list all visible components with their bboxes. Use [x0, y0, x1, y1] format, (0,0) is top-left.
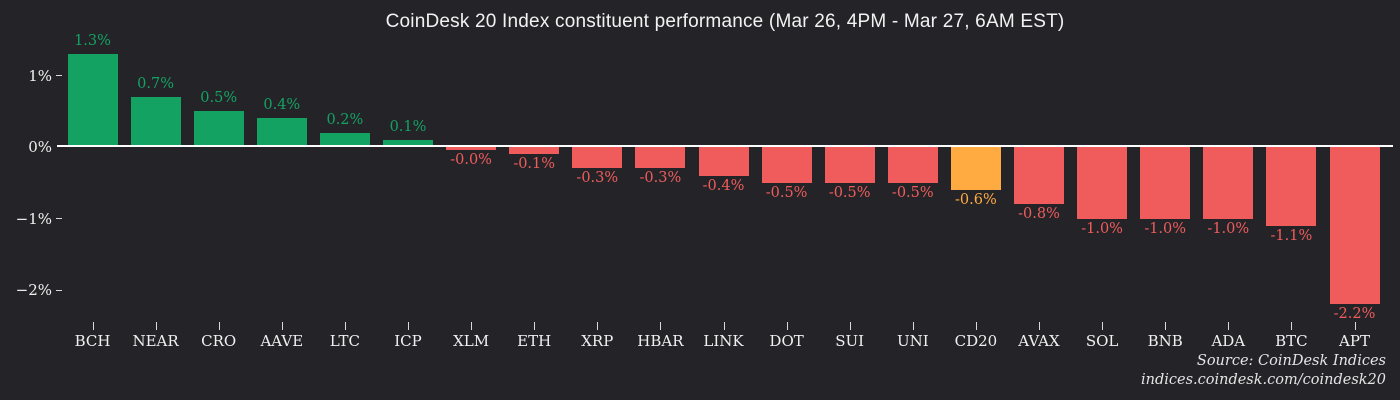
x-axis-label-avax: AVAX [1018, 332, 1060, 350]
bar-value-label-icp: 0.1% [389, 118, 427, 135]
x-axis-tick-mark [1228, 322, 1230, 330]
bar-avax [1014, 147, 1064, 205]
x-axis-tick-mark [534, 322, 536, 330]
bar-value-label-cd20: -0.6% [955, 191, 997, 208]
y-axis-tick-label: −1% [15, 209, 52, 228]
bar-value-label-xrp: -0.3% [576, 170, 619, 187]
x-axis-tick-mark [218, 322, 220, 330]
source-line: Source: CoinDesk Indices [1196, 353, 1386, 369]
bar-value-label-aave: 0.4% [263, 97, 301, 114]
x-axis-label-btc: BTC [1275, 332, 1308, 350]
x-axis-label-dot: DOT [769, 332, 804, 350]
x-axis-tick-mark [92, 322, 94, 330]
x-axis-tick-mark [155, 322, 157, 330]
bar-value-label-sui: -0.5% [828, 184, 871, 201]
y-axis-tick-mark [56, 289, 62, 291]
bar-value-label-bch: 1.3% [74, 33, 111, 50]
x-axis-tick-mark [471, 322, 473, 330]
x-axis-label-eth: ETH [517, 332, 552, 350]
x-axis-label-sol: SOL [1085, 332, 1119, 350]
bar-btc [1266, 147, 1317, 226]
bar-value-label-ada: -1.0% [1207, 220, 1250, 237]
bar-sol [1077, 147, 1128, 219]
bar-sui [824, 147, 875, 183]
source-attribution: Source: CoinDesk Indices indices.coindes… [1141, 352, 1386, 390]
x-axis-tick-mark [597, 322, 599, 330]
y-axis-tick-mark [56, 75, 62, 76]
bar-value-label-ltc: 0.2% [326, 111, 364, 128]
x-axis-tick-mark [723, 322, 725, 330]
bar-near [130, 96, 181, 147]
bar-ada [1203, 147, 1254, 219]
bar-apt [1329, 147, 1380, 305]
x-axis-label-xlm: XLM [453, 332, 490, 350]
bar-value-label-avax: -0.8% [1018, 206, 1060, 223]
bar-ltc [319, 132, 370, 147]
x-axis-label-near: NEAR [132, 332, 179, 350]
x-axis-label-ada: ADA [1211, 332, 1246, 350]
x-axis-tick-mark [660, 322, 662, 330]
bar-cd20 [950, 147, 1001, 190]
x-axis-label-cd20: CD20 [954, 332, 998, 350]
y-axis-tick-mark [56, 218, 62, 219]
x-axis-label-xrp: XRP [581, 332, 614, 350]
x-axis-tick-mark [1291, 322, 1293, 330]
bar-link [698, 147, 749, 176]
zero-axis-line [57, 144, 1393, 147]
x-axis-label-cro: CRO [201, 332, 237, 350]
bar-value-label-uni: -0.5% [891, 184, 934, 201]
bar-value-label-cro: 0.5% [200, 90, 238, 107]
x-axis-label-sui: SUI [835, 332, 865, 350]
y-axis-tick-label: −2% [15, 281, 52, 299]
x-axis-tick-mark [849, 322, 851, 330]
x-axis-label-bch: BCH [74, 332, 111, 350]
x-axis-tick-mark [408, 322, 409, 330]
x-axis-label-aave: AAVE [260, 332, 304, 350]
bar-bnb [1140, 147, 1191, 219]
bar-xrp [572, 147, 623, 169]
x-axis-tick-mark [281, 322, 283, 330]
bar-hbar [635, 147, 686, 169]
bar-value-label-link: -0.4% [702, 177, 745, 194]
x-axis-label-icp: ICP [394, 332, 422, 350]
x-axis-label-apt: APT [1339, 332, 1370, 350]
bar-dot [761, 147, 812, 183]
bar-value-label-apt: -2.2% [1333, 306, 1376, 323]
x-axis-label-hbar: HBAR [637, 332, 684, 350]
y-axis-tick-label: 0% [28, 138, 52, 156]
x-axis-tick-mark [975, 322, 977, 330]
bar-icp [383, 139, 433, 147]
bar-value-label-sol: -1.0% [1081, 220, 1123, 237]
x-axis-tick-mark [912, 322, 914, 330]
bar-value-label-xlm: -0.0% [450, 151, 492, 168]
x-axis-tick-mark [786, 322, 788, 330]
x-axis-label-uni: UNI [896, 332, 929, 350]
bar-value-label-btc: -1.1% [1270, 227, 1313, 244]
bar-value-label-near: 0.7% [137, 75, 175, 92]
bar-value-label-dot: -0.5% [765, 184, 808, 201]
x-axis-label-ltc: LTC [329, 332, 360, 350]
bar-value-label-bnb: -1.0% [1144, 220, 1187, 237]
chart-title: CoinDesk 20 Index constituent performanc… [385, 11, 1065, 32]
x-axis-tick-mark [1165, 322, 1167, 330]
x-axis-tick-mark [1102, 322, 1104, 330]
x-axis-tick-mark [1039, 322, 1040, 330]
x-axis-tick-mark [344, 322, 346, 330]
bar-xlm [446, 147, 497, 150]
bar-value-label-eth: -0.1% [513, 156, 556, 173]
bar-eth [509, 147, 560, 155]
x-axis-label-bnb: BNB [1147, 332, 1183, 350]
x-axis-tick-mark [1354, 322, 1356, 330]
y-axis-tick-label: 1% [28, 66, 52, 85]
bar-cro [193, 111, 244, 147]
x-axis-label-link: LINK [703, 332, 744, 350]
bar-bch [67, 54, 118, 147]
bar-aave [256, 118, 307, 147]
bar-value-label-hbar: -0.3% [639, 170, 682, 187]
source-url: indices.coindesk.com/coindesk20 [1140, 372, 1386, 388]
bar-uni [887, 147, 938, 183]
